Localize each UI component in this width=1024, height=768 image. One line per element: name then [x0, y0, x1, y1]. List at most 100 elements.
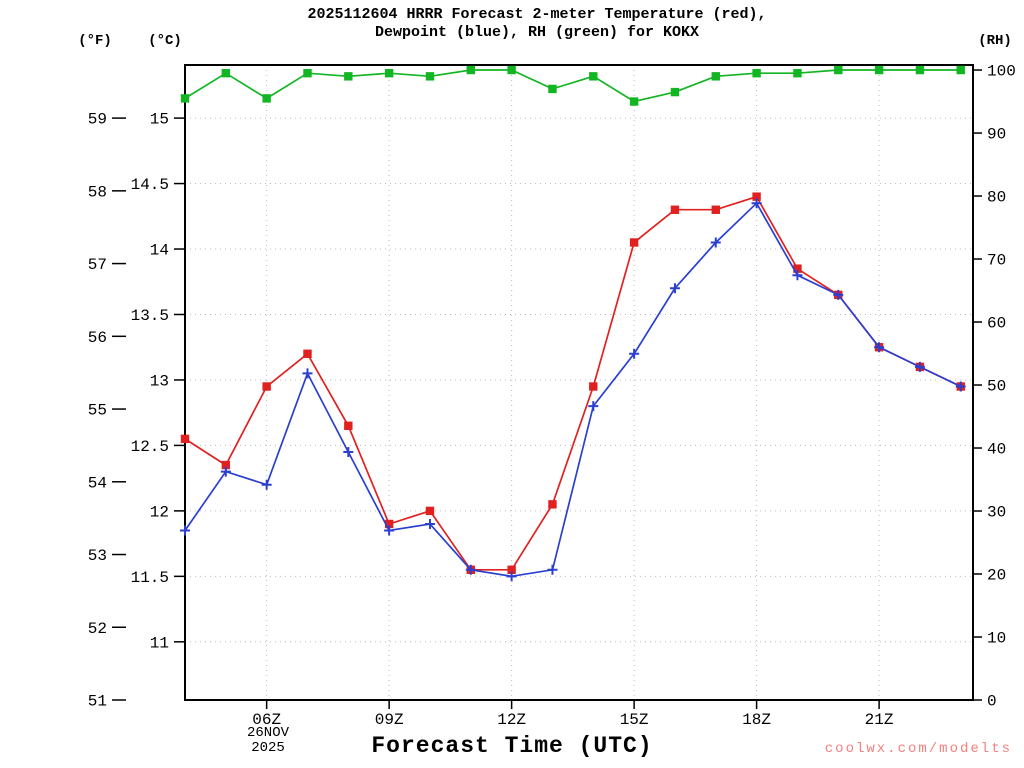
c-tick-label: 13: [150, 372, 169, 390]
x-tick-label: 15Z: [620, 711, 649, 729]
rh-marker: [956, 65, 965, 75]
temperature-marker: [670, 205, 680, 214]
rh-tick-label: 10: [987, 630, 1006, 648]
c-tick-label: 15: [150, 111, 169, 129]
c-tick-label: 14: [150, 242, 169, 260]
chart-title-line2: Dewpoint (blue), RH (green) for KOKX: [374, 24, 700, 41]
f-tick-label: 53: [88, 547, 107, 565]
dewpoint-marker: [220, 466, 231, 477]
rh-marker: [589, 72, 598, 81]
temperature-marker: [629, 238, 639, 247]
dewpoint-marker: [384, 525, 395, 536]
c-tick-label: 13.5: [131, 307, 169, 325]
x-axis-date-year: 2025: [251, 740, 285, 756]
rh-marker: [303, 68, 312, 78]
rh-tick-label: 100: [987, 63, 1016, 81]
rh-marker: [425, 72, 435, 81]
rh-marker: [711, 72, 720, 81]
rh-marker: [180, 94, 190, 103]
rh-marker: [548, 84, 557, 94]
f-tick-label: 54: [88, 474, 107, 492]
temperature-marker: [711, 205, 720, 214]
dewpoint-marker: [180, 525, 190, 536]
temperature-line: [184, 195, 962, 571]
c-tick-label: 12: [150, 503, 169, 521]
dewpoint-marker: [547, 564, 558, 575]
dewpoint-marker: [874, 342, 885, 353]
x-axis-date-day: 26NOV: [246, 725, 289, 741]
rh-marker: [507, 65, 516, 75]
rh-marker: [793, 68, 802, 78]
celsius-axis-label: (°C): [148, 33, 182, 49]
dewpoint-marker: [792, 270, 803, 281]
temperature-marker: [548, 500, 557, 509]
rh-tick-label: 50: [987, 378, 1006, 396]
rh-tick-label: 90: [987, 126, 1006, 144]
rh-marker: [262, 94, 271, 103]
dewpoint-marker: [588, 401, 599, 412]
dewpoint-marker: [261, 479, 272, 490]
c-tick-label: 12.5: [131, 438, 169, 456]
temperature-marker: [589, 382, 598, 391]
dewpoint-marker: [343, 446, 354, 457]
rh-axis-label: (RH): [978, 33, 1012, 49]
rh-tick-label: 0: [987, 693, 997, 711]
rh-marker: [344, 72, 353, 81]
dewpoint-marker: [465, 564, 476, 575]
temperature-marker: [425, 506, 435, 516]
rh-tick-label: 80: [987, 189, 1006, 207]
rh-marker: [834, 65, 843, 75]
f-tick-label: 56: [88, 329, 107, 347]
f-tick-label: 51: [88, 693, 107, 711]
rh-tick-label: 20: [987, 567, 1006, 585]
c-tick-label: 14.5: [131, 176, 169, 194]
x-tick-label: 21Z: [865, 711, 894, 729]
temperature-marker: [344, 421, 353, 430]
rh-tick-label: 40: [987, 441, 1006, 459]
rh-marker: [670, 87, 680, 97]
dewpoint-marker: [914, 361, 925, 372]
temperature-marker: [303, 349, 312, 358]
f-tick-label: 57: [88, 256, 107, 274]
dewpoint-marker: [669, 283, 680, 294]
rh-marker: [384, 68, 394, 78]
rh-marker: [915, 65, 925, 75]
c-tick-label: 11.5: [131, 569, 169, 587]
rh-tick-label: 60: [987, 315, 1006, 333]
rh-tick-label: 70: [987, 252, 1006, 270]
f-tick-label: 52: [88, 620, 107, 638]
x-tick-label: 06Z: [252, 711, 281, 729]
x-tick-label: 09Z: [375, 711, 404, 729]
rh-marker: [221, 68, 231, 78]
dewpoint-marker: [506, 571, 517, 582]
chart-title-line1: 2025112604 HRRR Forecast 2-meter Tempera…: [307, 6, 767, 23]
dewpoint-marker: [302, 368, 313, 379]
dewpoint-marker: [424, 518, 435, 529]
dewpoint-line: [184, 201, 962, 578]
rh-marker: [466, 65, 476, 75]
x-tick-label: 12Z: [497, 711, 526, 729]
x-axis-title: Forecast Time (UTC): [371, 733, 653, 759]
fahrenheit-axis-label: (°F): [78, 33, 112, 49]
x-tick-label: 18Z: [742, 711, 771, 729]
dewpoint-marker: [833, 289, 844, 300]
dewpoint-marker: [955, 381, 966, 392]
dewpoint-marker: [629, 348, 640, 359]
rh-marker: [629, 97, 639, 106]
c-tick-label: 11: [150, 634, 169, 652]
temperature-marker: [262, 382, 271, 391]
rh-marker: [874, 65, 884, 75]
dewpoint-marker: [751, 198, 762, 209]
temperature-marker: [180, 434, 190, 444]
rh-line: [184, 69, 961, 103]
x-axis-date: 26NOV 2025: [237, 726, 299, 756]
plot-frame: [184, 64, 974, 701]
rh-tick-label: 30: [987, 504, 1006, 522]
rh-marker: [752, 68, 761, 78]
dewpoint-marker: [710, 237, 721, 248]
watermark-text: coolwx.com/modelts: [824, 741, 1012, 757]
f-tick-label: 58: [88, 183, 107, 201]
f-tick-label: 59: [88, 111, 107, 129]
